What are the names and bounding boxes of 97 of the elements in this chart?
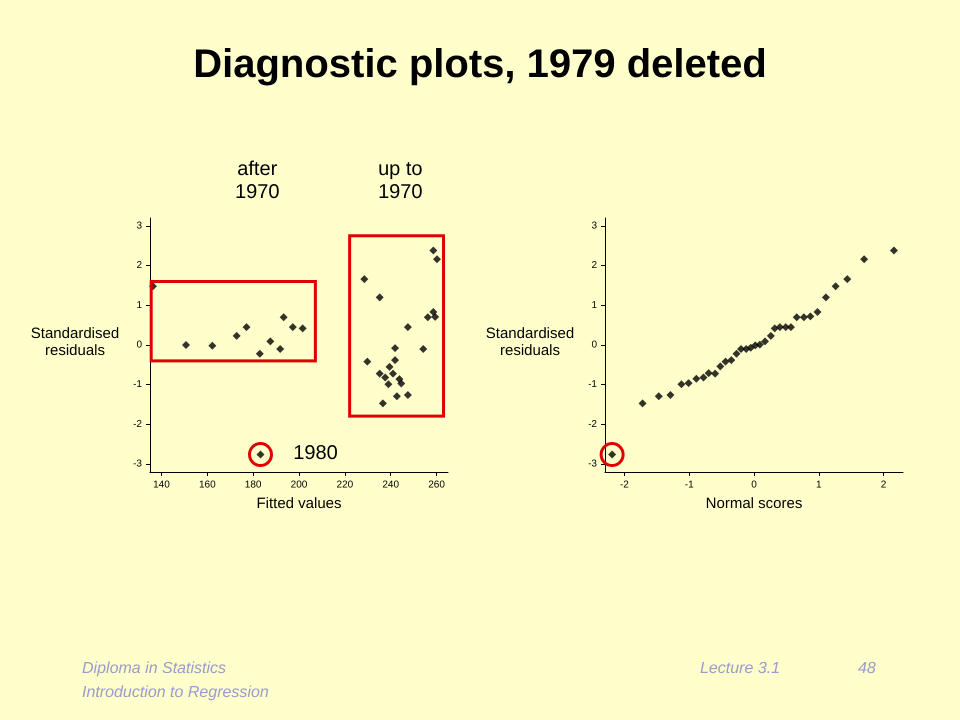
point xyxy=(232,332,241,340)
point xyxy=(378,399,387,408)
x-tick-label: 260 xyxy=(428,480,446,490)
point xyxy=(392,392,401,400)
point xyxy=(890,246,898,255)
point xyxy=(404,323,412,332)
point xyxy=(360,275,368,284)
x-tick-label: 2 xyxy=(880,480,887,490)
text: Introduction to Regression xyxy=(82,684,269,702)
point xyxy=(746,344,755,352)
point xyxy=(832,282,840,290)
y-tick-label: 2 xyxy=(136,260,142,272)
x-tick-label: 140 xyxy=(153,480,170,490)
point xyxy=(386,362,394,371)
point xyxy=(384,380,392,388)
annotation: 1980 xyxy=(292,442,339,465)
point xyxy=(298,324,307,332)
x-tick-label: 180 xyxy=(244,480,262,490)
point xyxy=(363,358,372,366)
point xyxy=(280,313,288,322)
point xyxy=(813,308,822,316)
x-tick-label: -2 xyxy=(620,480,630,490)
point xyxy=(716,362,724,370)
point xyxy=(699,374,708,382)
point xyxy=(843,275,852,284)
point xyxy=(638,399,647,408)
point xyxy=(860,255,868,264)
x-tick-label: 160 xyxy=(198,480,216,490)
y-tick-label: -2 xyxy=(133,418,142,430)
point xyxy=(766,332,775,340)
text: after 1970 xyxy=(234,158,281,204)
point xyxy=(376,370,384,378)
point xyxy=(786,323,795,332)
point xyxy=(391,344,400,352)
y-axis-title: Standardised residuals xyxy=(30,325,120,359)
y-tick-label: 3 xyxy=(591,220,598,232)
x-axis-title: Fitted values xyxy=(256,495,342,512)
point xyxy=(242,323,251,332)
x-tick-label: 240 xyxy=(382,480,400,490)
point xyxy=(397,379,406,388)
point xyxy=(432,255,441,264)
text: Lecture 3.1 xyxy=(700,660,780,678)
point xyxy=(711,370,720,378)
point xyxy=(391,356,400,364)
x-tick-label: 220 xyxy=(336,480,354,490)
x-tick-label: -1 xyxy=(684,480,694,490)
point xyxy=(776,323,784,332)
point xyxy=(732,350,741,358)
point xyxy=(684,379,693,388)
x-axis-title: Normal scores xyxy=(706,495,802,512)
point xyxy=(704,369,713,378)
x-tick-label: 1 xyxy=(816,480,822,490)
point xyxy=(182,341,190,349)
point xyxy=(208,342,216,350)
y-tick-label: 0 xyxy=(591,340,598,350)
y-tick-label: 1 xyxy=(136,300,142,311)
point xyxy=(677,380,686,388)
x-tick-label: 200 xyxy=(290,480,308,490)
point xyxy=(806,312,814,320)
point xyxy=(756,340,764,349)
chart-title: Diagnostic plots, 1979 deleted xyxy=(192,42,768,87)
point xyxy=(654,392,663,400)
y-tick-label: 0 xyxy=(136,340,142,350)
y-tick-label: -2 xyxy=(588,418,598,430)
point xyxy=(424,313,432,322)
y-tick-label: -3 xyxy=(588,458,598,470)
point xyxy=(666,391,674,400)
text: up to 1970 xyxy=(377,158,424,204)
point xyxy=(404,391,412,400)
point xyxy=(388,370,397,378)
point xyxy=(822,293,830,302)
y-axis-title: Standardised residuals xyxy=(484,325,576,359)
y-tick-label: -1 xyxy=(588,379,598,390)
y-tick-label: -1 xyxy=(133,379,142,390)
point xyxy=(276,344,284,353)
text: Diploma in Statistics xyxy=(82,660,226,678)
y-tick-label: 2 xyxy=(591,260,598,272)
x-tick-label: 0 xyxy=(751,480,758,490)
point xyxy=(381,374,390,382)
point xyxy=(721,358,730,366)
point xyxy=(431,312,440,321)
text: 48 xyxy=(858,660,876,678)
point xyxy=(692,374,700,383)
point xyxy=(770,324,779,332)
y-tick-label: 3 xyxy=(136,220,142,232)
point xyxy=(761,337,770,346)
y-tick-label: 1 xyxy=(591,300,598,311)
point xyxy=(800,313,808,322)
point xyxy=(256,350,264,358)
point xyxy=(419,344,428,353)
point xyxy=(376,293,384,302)
point xyxy=(429,246,438,255)
point xyxy=(266,337,274,346)
y-tick-label: -3 xyxy=(133,458,142,470)
point xyxy=(792,313,801,322)
point xyxy=(727,356,736,364)
point xyxy=(288,323,297,332)
